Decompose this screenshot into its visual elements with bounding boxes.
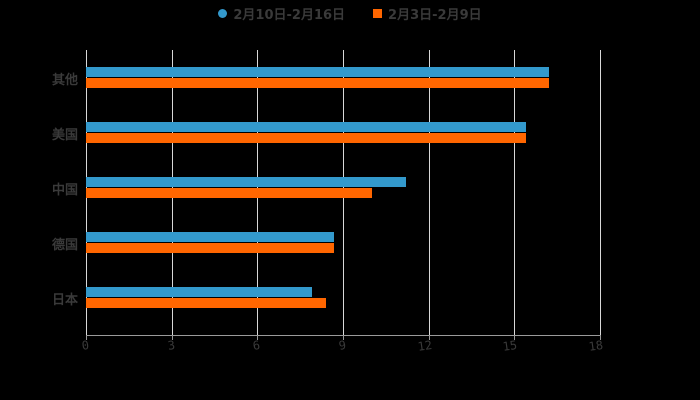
legend-label: 2月3日-2月9日 [388,8,482,23]
bar-series-1[interactable] [86,287,312,297]
x-tick-label: 9 [337,338,347,353]
category-label: 其他 [51,73,78,88]
bar-series-2[interactable] [86,188,372,198]
chart-legend: 2月10日-2月16日 2月3日-2月9日 [0,4,700,23]
legend-marker-icon [373,9,383,18]
x-tick-label: 3 [166,338,176,353]
legend-label: 2月10日-2月16日 [233,8,346,23]
bar-series-1[interactable] [86,177,406,187]
legend-marker-icon [218,9,228,18]
bar-series-2[interactable] [86,243,335,253]
bar-series-2[interactable] [86,298,326,308]
plot-area [86,50,601,335]
legend-item-series-1[interactable]: 2月10日-2月16日 [218,4,345,23]
category-label: 日本 [51,293,78,308]
x-tick [343,335,344,340]
x-tick [514,335,516,340]
x-tick [257,335,259,340]
bar-series-2[interactable] [86,133,526,143]
bar-series-1[interactable] [86,122,526,132]
x-tick-label: 18 [587,338,604,354]
x-tick-label: 0 [80,338,90,353]
x-tick [600,335,601,340]
x-tick-label: 6 [252,338,262,353]
gridline [600,50,601,335]
bar-series-2[interactable] [86,78,549,88]
legend-item-series-2[interactable]: 2月3日-2月9日 [373,4,482,23]
x-tick-label: 12 [416,338,433,354]
x-tick [86,335,87,340]
category-label: 德国 [51,238,78,253]
category-label: 中国 [51,183,78,198]
bar-series-1[interactable] [86,232,335,242]
gridline [514,50,516,335]
category-label: 美国 [51,128,78,143]
bar-series-1[interactable] [86,67,549,77]
x-tick-label: 15 [502,338,519,354]
x-tick [171,335,173,340]
gridline [428,50,430,335]
x-tick [428,335,430,340]
